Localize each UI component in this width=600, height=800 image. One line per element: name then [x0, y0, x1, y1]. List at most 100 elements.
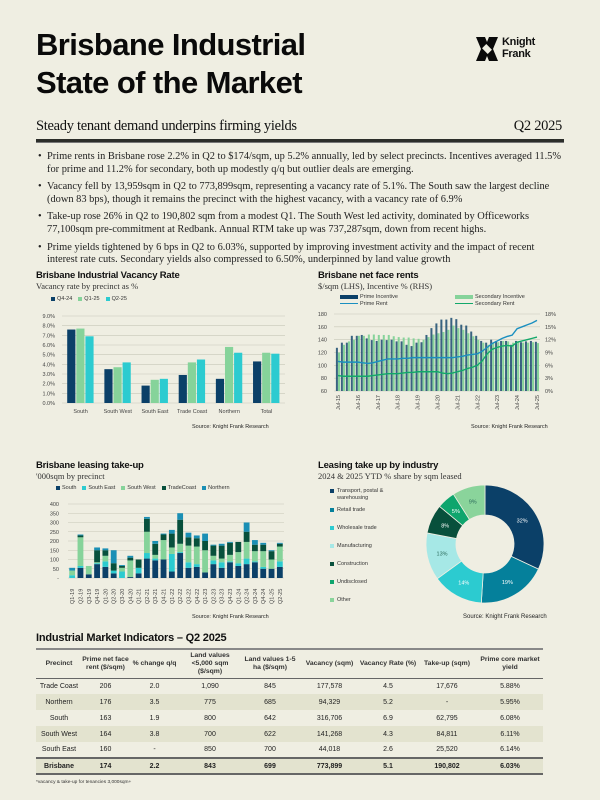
legend-item: Retail trade: [330, 507, 365, 514]
value-cell: 5.2: [383, 698, 393, 706]
bar-segment-tradecoast: [144, 518, 150, 532]
bar-segment-tradecoast: [185, 537, 192, 546]
vacancy-chart-heading: Brisbane Industrial Vacancy Rate Vacancy…: [36, 270, 180, 291]
bar-secondary-incentive: [382, 334, 385, 391]
bar-secondary-incentive: [527, 342, 530, 391]
bar-q4-24-south: [67, 329, 76, 403]
value-cell: 174: [99, 762, 112, 770]
y-tick-label: 3.0%: [42, 372, 55, 378]
bar-secondary-incentive: [462, 329, 465, 391]
column-header: Land values 1-5 ha ($/sqm): [244, 655, 296, 671]
bar-segment-south-west: [218, 558, 225, 563]
bar-secondary-incentive: [492, 342, 495, 391]
bar-segment-south-east: [152, 558, 159, 561]
bar-prime-incentive: [390, 339, 393, 391]
legend-item: TradeCoast: [161, 485, 196, 491]
bar-segment-south-west: [185, 545, 192, 563]
chart-subtitle: Vacancy rate by precinct as %: [36, 281, 139, 291]
value-cell: 2.0: [149, 682, 160, 690]
y-tick-label: 2.0%: [42, 382, 55, 388]
bar-secondary-incentive: [377, 334, 380, 391]
value-cell: 25,520: [436, 746, 458, 753]
legend-item: Q2-25: [105, 296, 127, 302]
bar-segment-northern: [168, 529, 175, 534]
bar-q1-25-south-west: [113, 367, 122, 403]
bar-prime-incentive: [415, 342, 418, 391]
y-tick-label: 300: [50, 521, 59, 527]
report-subtitle: Steady tenant demand underpins firming y…: [36, 118, 297, 134]
x-tick-label: Q1-22: [170, 589, 176, 604]
vacancy-legend: Q4-24 Q1-25 Q2-25: [51, 296, 127, 302]
value-cell: 1.9: [149, 714, 160, 722]
bar-segment-northern: [185, 532, 192, 538]
x-tick-label: Total: [261, 409, 273, 415]
bar-prime-incentive: [495, 340, 498, 391]
bar-segment-south: [85, 574, 92, 578]
x-tick-label: Jul-16: [356, 395, 362, 410]
leasing-legend: South South East South West TradeCoast N…: [56, 485, 230, 491]
bar-secondary-incentive: [452, 325, 455, 391]
legend-item: South East: [82, 485, 115, 491]
bar-secondary-incentive: [457, 328, 460, 391]
bar-prime-incentive: [360, 334, 363, 391]
bar-segment-south-west: [152, 554, 159, 559]
bar-secondary-incentive: [472, 336, 475, 391]
bar-segment-south: [110, 573, 117, 578]
bar-segment-northern: [94, 547, 100, 551]
bar-segment-northern: [218, 543, 225, 546]
x-tick-label: Q2-21: [145, 589, 151, 604]
bar-segment-south-west: [77, 537, 84, 566]
y-tick-label: 0.0%: [42, 401, 55, 407]
legend-item: Prime Rent: [340, 301, 455, 307]
x-tick-label: South: [73, 409, 87, 415]
bar-segment-northern: [69, 567, 76, 571]
bar-segment-south: [193, 566, 200, 578]
bar-segment-south: [135, 573, 142, 578]
y-tick-label: 100: [50, 558, 59, 564]
header-divider: [36, 139, 564, 143]
bar-prime-incentive: [529, 340, 532, 391]
chart-source: Source: Knight Frank Research: [192, 424, 269, 430]
bar-segment-south-west: [177, 543, 184, 553]
bar-secondary-incentive: [357, 335, 360, 391]
bar-segment-south: [268, 568, 275, 578]
x-tick-label: Jul-19: [416, 395, 422, 410]
key-point: Prime rents in Brisbane rose 2.2% in Q2 …: [36, 151, 564, 176]
column-header: Land values <5,000 sqm ($/sqm): [190, 651, 230, 675]
title-line-1: Brisbane Industrial: [36, 27, 306, 62]
legend-item: Transport, postal & warehousing: [330, 488, 390, 502]
value-cell: 6.08%: [500, 714, 520, 722]
bar-segment-tradecoast: [160, 534, 167, 541]
bar-segment-south: [160, 559, 167, 578]
bar-segment-south-east: [177, 552, 184, 554]
y-left-tick-label: 120: [318, 351, 327, 357]
bar-segment-tradecoast: [135, 559, 142, 568]
value-cell: 5.1: [383, 762, 393, 770]
bar-segment-tradecoast: [252, 544, 258, 552]
bar-segment-south: [185, 567, 192, 578]
bar-q2-25-trade-coast: [196, 359, 206, 403]
bar-secondary-incentive: [427, 337, 430, 391]
bar-prime-incentive: [385, 340, 388, 391]
column-header: Take-up (sqm): [424, 659, 470, 667]
bar-secondary-incentive: [367, 334, 370, 391]
bar-segment-south: [168, 571, 175, 578]
bar-segment-south-west: [69, 570, 76, 576]
legend-item: South West: [121, 485, 156, 491]
bar-prime-incentive: [405, 344, 408, 391]
chart-source: Source: Knight Frank Research: [463, 614, 547, 620]
chart-source: Source: Knight Frank Research: [192, 614, 269, 620]
bar-q1-25-trade-coast: [187, 362, 196, 403]
table-title: Industrial Market Indicators – Q2 2025: [36, 632, 227, 644]
bar-segment-northern: [268, 550, 275, 552]
slice-label: 8%: [441, 523, 449, 529]
bar-segment-south-east: [144, 553, 150, 559]
bar-secondary-incentive: [487, 344, 490, 391]
bar-q4-24-south-west: [104, 369, 113, 403]
chart-subtitle: 2024 & 2025 YTD % share by sqm leased: [318, 471, 462, 481]
x-tick-label: Jul-15: [336, 395, 342, 410]
value-cell: 700: [264, 746, 276, 753]
y-right-tick-label: 0%: [545, 389, 553, 395]
precinct-cell: Brisbane: [44, 762, 74, 770]
x-tick-label: Q3-20: [120, 589, 126, 604]
